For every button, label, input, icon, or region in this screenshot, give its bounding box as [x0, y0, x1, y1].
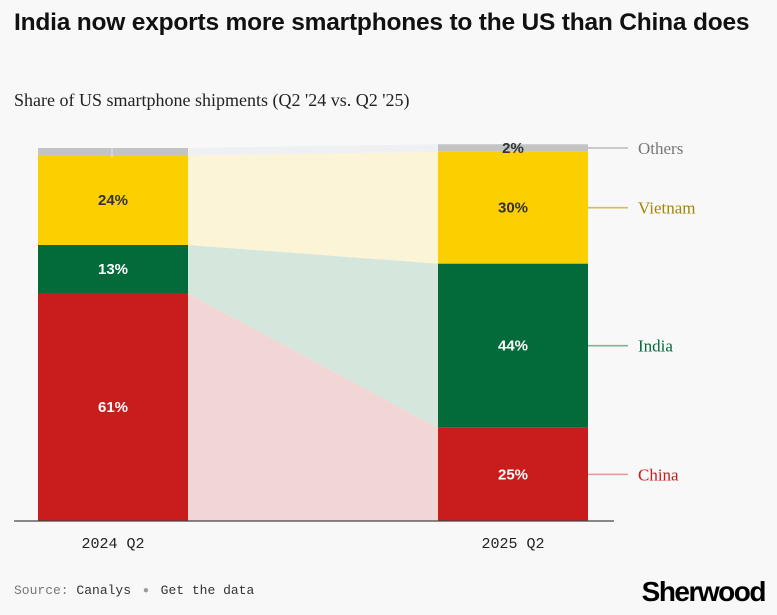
data-label-india-2024-q2: 13%: [98, 261, 128, 278]
flow-bands: [188, 144, 438, 521]
bar-segment-vietnam-2024-q2: [38, 155, 188, 245]
footer: Source: Canalys ● Get the data: [14, 583, 254, 598]
data-label-china-2025-q2: 25%: [498, 466, 528, 483]
source-name: Canalys: [76, 583, 132, 598]
legend-label-others: Others: [638, 139, 683, 158]
data-label-india-2025-q2: 44%: [498, 338, 528, 355]
bar-segment-india-2024-q2: [38, 244, 188, 294]
category-labels: 2024 Q2 2025 Q2: [81, 536, 544, 553]
brand-logo: Sherwood: [641, 576, 767, 607]
data-label-others-2025-q2: 2%: [502, 140, 524, 157]
get-data-link[interactable]: Get the data: [160, 583, 255, 598]
bar-segment-others-2025-q2: [438, 144, 588, 152]
chart-subtitle: Share of US smartphone shipments (Q2 '24…: [14, 90, 410, 110]
flow-band-india: [188, 244, 438, 428]
data-label-vietnam-2025-q2: 30%: [498, 200, 528, 217]
flow-band-vietnam: [188, 151, 438, 264]
separator-dot-icon: ●: [142, 586, 149, 597]
legend-label-china: China: [638, 465, 679, 484]
data-labels: 61% 25% 13% 44% 24% 30% 2%: [98, 140, 528, 483]
stacked-bar-chart: 61% 25% 13% 44% 24% 30% 2% 2024 Q2 2025 Q2 Othe…: [14, 139, 696, 553]
data-label-vietnam-2024-q2: 24%: [98, 192, 128, 209]
bar-segment-india-2025-q2: [438, 263, 588, 428]
x-tick-label-2025-q2: 2025 Q2: [481, 536, 544, 553]
x-tick-label-2024-q2: 2024 Q2: [81, 536, 144, 553]
flow-band-others: [188, 144, 438, 156]
data-label-china-2024-q2: 61%: [98, 399, 128, 416]
bars: [38, 144, 588, 521]
legend-label-india: India: [638, 337, 673, 356]
bar-segment-others-2024-q2: [38, 148, 188, 156]
bar-segment-china-2024-q2: [38, 293, 188, 521]
bar-segment-vietnam-2025-q2: [438, 151, 588, 264]
chart-title: India now exports more smartphones to th…: [14, 9, 750, 36]
legend-label-vietnam: Vietnam: [638, 199, 696, 218]
source-label: Source:: [14, 583, 69, 598]
flow-band-china: [188, 293, 438, 521]
legend: Others Vietnam India China: [588, 139, 696, 484]
bar-segment-china-2025-q2: [438, 427, 588, 521]
